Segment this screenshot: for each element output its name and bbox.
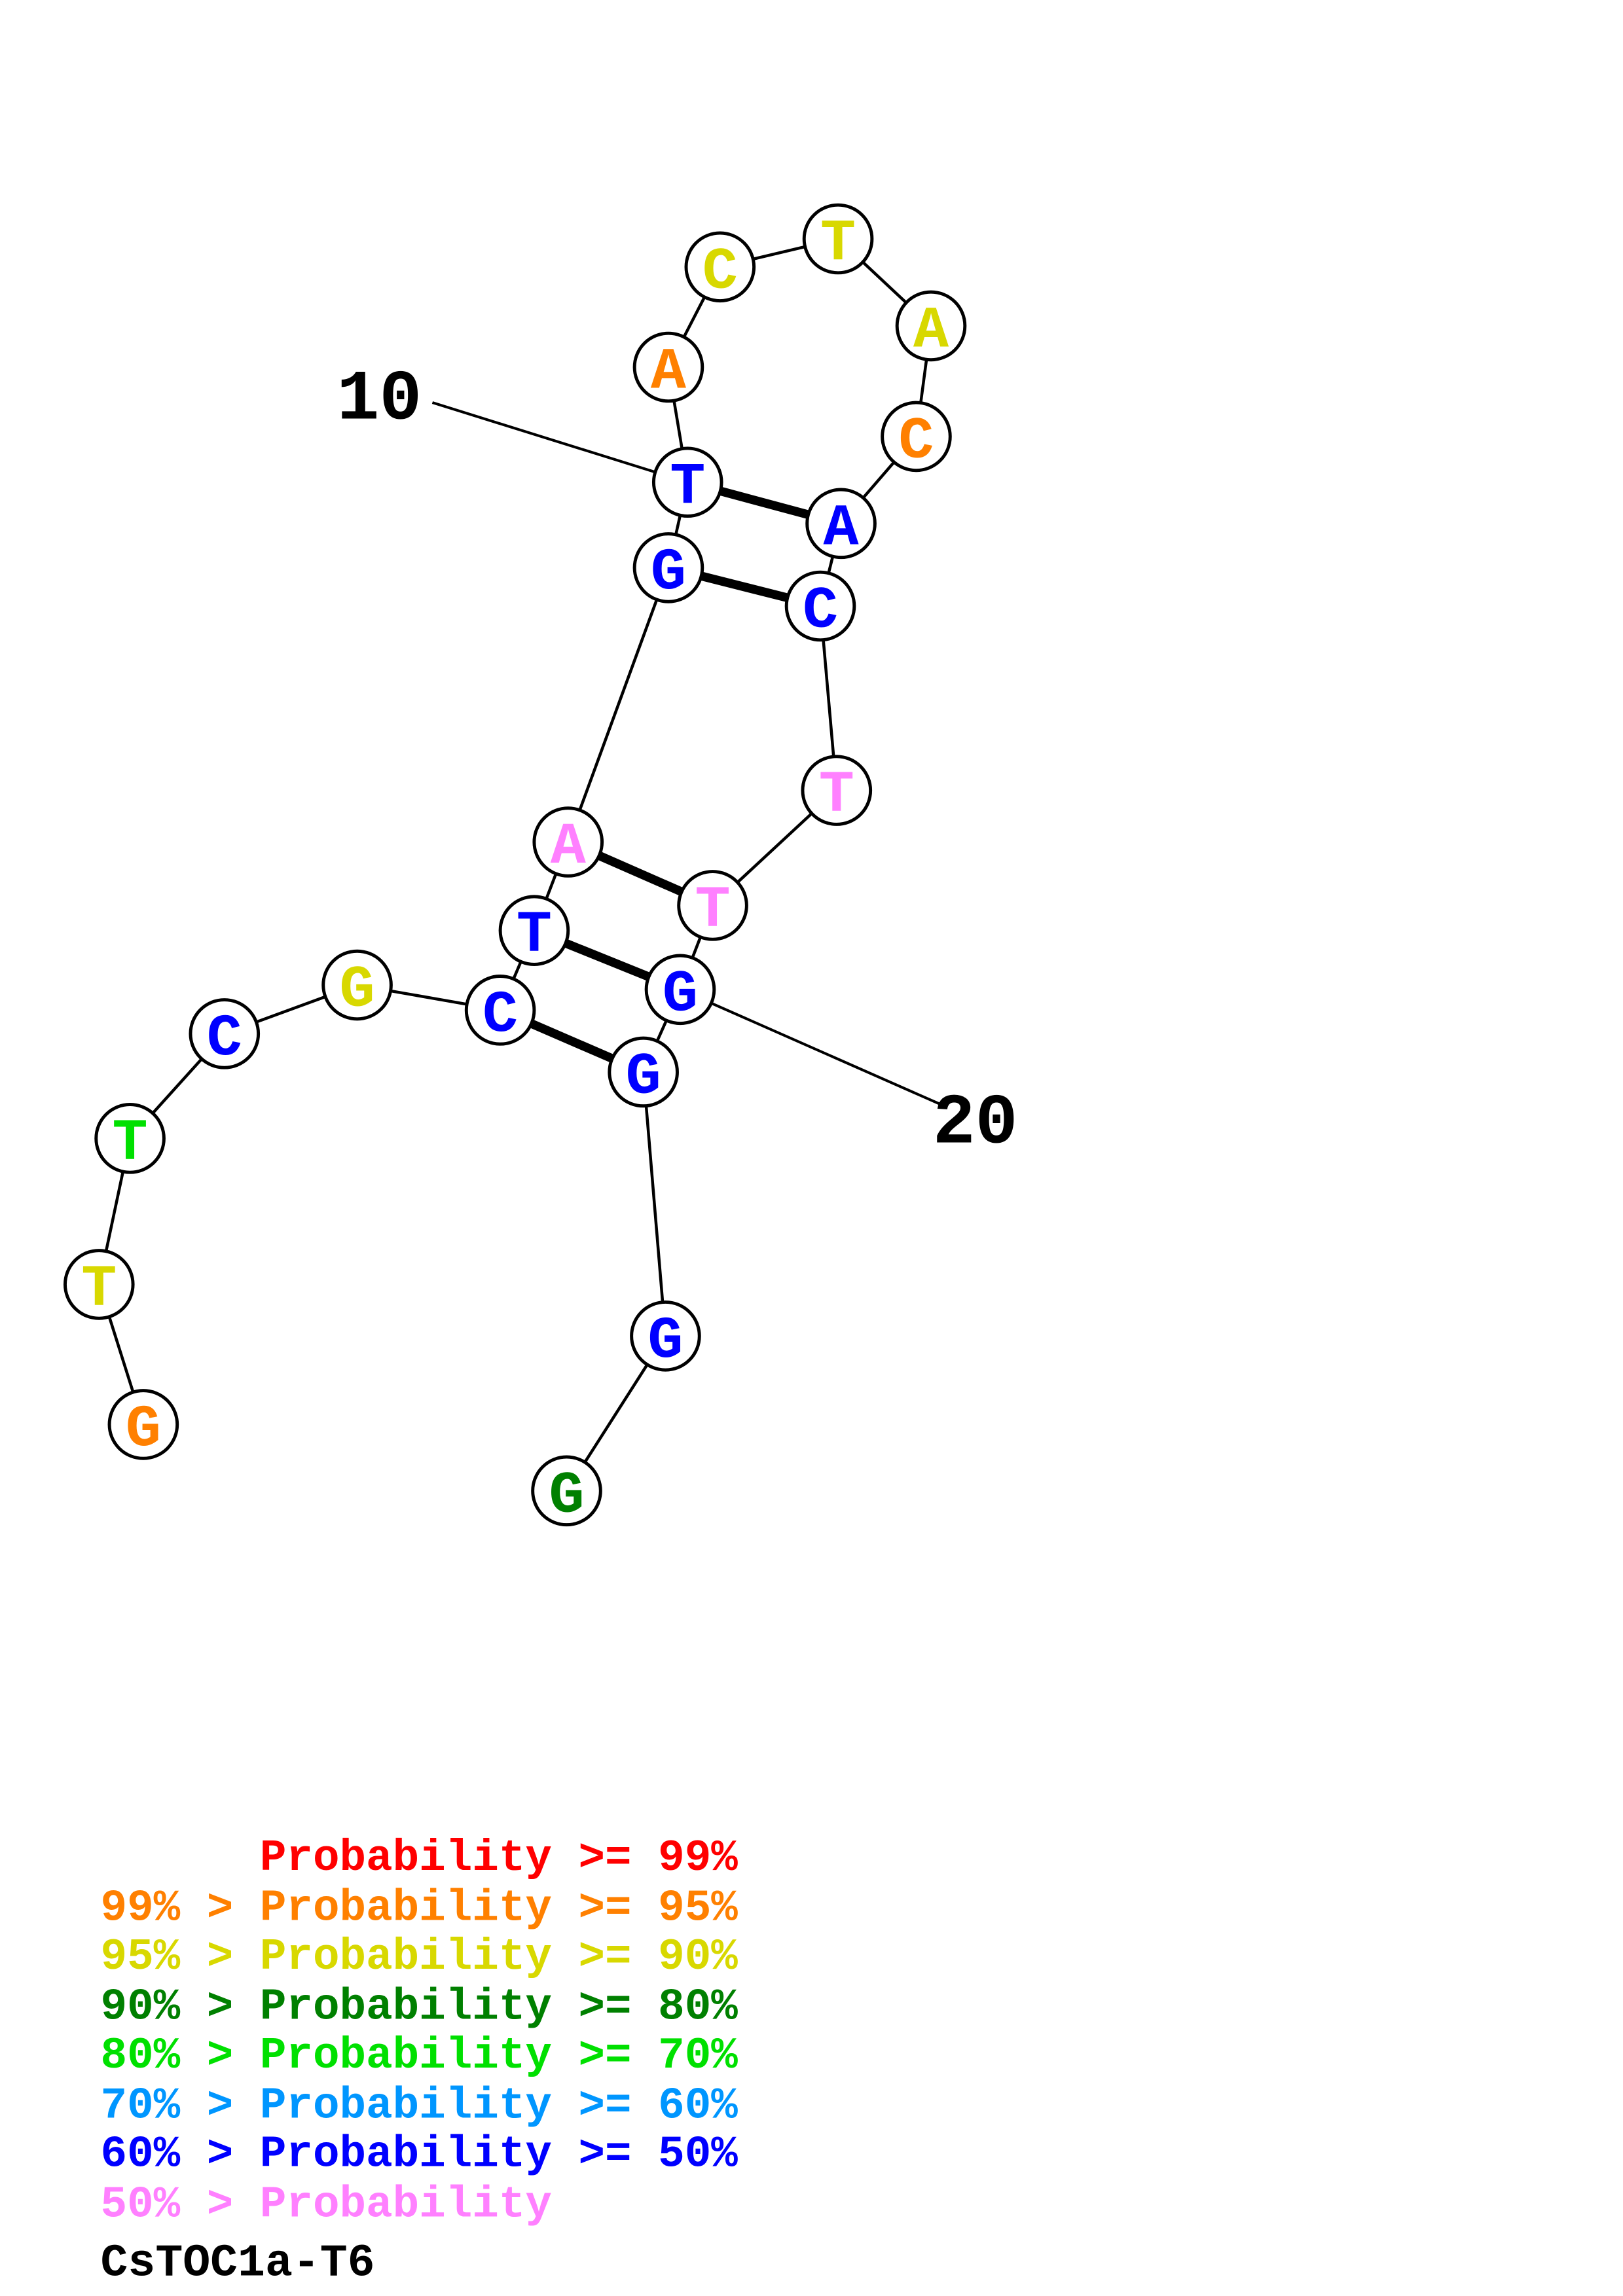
- nucleotide-letter: G: [647, 1308, 683, 1375]
- legend-row: Probability >= 99%: [101, 1834, 739, 1884]
- legend-row: 99% > Probability >= 95%: [101, 1884, 739, 1933]
- legend-row: 60% > Probability >= 50%: [101, 2130, 739, 2180]
- nucleotide-letter: T: [113, 1111, 148, 1177]
- nucleotide-circle: [608, 1036, 679, 1108]
- nucleotide-letter: T: [819, 762, 854, 829]
- sequence-number-label: 20: [933, 1085, 1018, 1164]
- nucleotide-circle: [632, 331, 704, 403]
- diagram-title: CsTOC1a-T6: [101, 2237, 375, 2289]
- nucleotide-circle: [651, 446, 723, 518]
- nucleotide-letter: T: [81, 1257, 117, 1323]
- nucleotide-letter: C: [803, 579, 838, 645]
- nucleotide-circle: [881, 401, 952, 473]
- legend-row: 80% > Probability >= 70%: [101, 2032, 739, 2081]
- nucleotide-letter: G: [549, 1463, 584, 1530]
- nucleotide-circle: [321, 949, 393, 1021]
- nucleotide-letter: C: [898, 408, 934, 475]
- nucleotide-letter: A: [913, 298, 949, 365]
- nucleotide-letter: G: [126, 1397, 161, 1463]
- nucleotide-circle: [895, 290, 967, 362]
- legend: Probability >= 99% 99% > Probability >= …: [101, 1834, 739, 2230]
- backbone-line: [642, 1071, 667, 1336]
- nucleotide-circle: [63, 1249, 135, 1320]
- nucleotide-circles: [63, 203, 967, 1527]
- nucleotide-circle: [677, 870, 748, 941]
- nucleotide-circle: [189, 998, 261, 1069]
- nucleotide-circle: [684, 231, 756, 303]
- nucleotide-letter: C: [483, 982, 518, 1049]
- nucleotide-circle: [107, 1389, 179, 1460]
- nucleotide-letter: C: [207, 1006, 242, 1073]
- number-leader-line: [431, 401, 688, 484]
- nucleotide-letter: G: [626, 1045, 661, 1111]
- nucleotide-circle: [644, 954, 716, 1026]
- nucleotide-letter: C: [702, 239, 738, 306]
- legend-row: 50% > Probability: [101, 2180, 552, 2230]
- nucleotide-circle: [801, 755, 873, 826]
- backbone-line: [566, 567, 670, 843]
- nucleotide-circle: [94, 1103, 166, 1174]
- nucleotide-letter: G: [663, 961, 698, 1028]
- sequence-number-label: 10: [337, 360, 422, 440]
- nucleotide-letter: A: [651, 340, 687, 406]
- nucleotide-circle: [498, 895, 570, 966]
- legend-row: 70% > Probability >= 60%: [101, 2081, 739, 2131]
- nucleotide-letter: T: [517, 903, 552, 969]
- nucleotide-letter: G: [340, 958, 375, 1024]
- sequence-numbers: 10 20: [337, 360, 1017, 1164]
- nucleotide-letter: A: [824, 495, 860, 562]
- nucleotide-letter: G: [651, 540, 686, 607]
- nucleotide-letter: T: [670, 454, 705, 521]
- nucleotide-circle: [532, 806, 604, 878]
- nucleotide-circle: [531, 1455, 602, 1527]
- nucleotide-circle: [805, 488, 877, 560]
- nucleotide-circle: [464, 975, 536, 1046]
- nucleotide-letter: A: [551, 814, 587, 881]
- number-leader-line: [680, 988, 945, 1107]
- number-leader-lines: [431, 401, 945, 1107]
- nucleotide-circle: [802, 203, 874, 275]
- nucleotide-circle: [630, 1300, 701, 1372]
- nucleotide-circle: [632, 532, 704, 603]
- legend-row: 95% > Probability >= 90%: [101, 1933, 739, 1982]
- legend-row: 90% > Probability >= 80%: [101, 1982, 739, 2032]
- nucleotide-letter: T: [820, 211, 856, 278]
- backbone-lines: [98, 237, 933, 1492]
- nucleotide-circle: [784, 570, 856, 642]
- nucleotide-letter: T: [695, 878, 731, 944]
